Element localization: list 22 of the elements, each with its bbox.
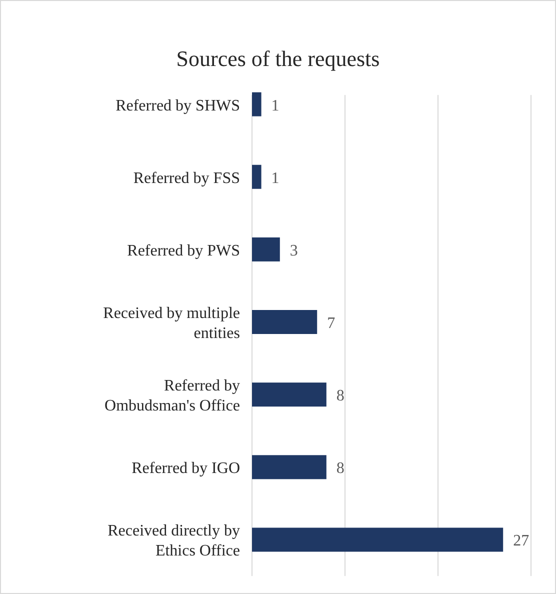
data-label: 1 (271, 97, 280, 114)
data-label: 8 (336, 460, 344, 478)
bar (252, 310, 318, 334)
bar (252, 455, 326, 480)
data-label: 1 (271, 170, 280, 187)
data-label: 8 (336, 388, 344, 405)
bar (252, 528, 504, 552)
y-tick-label: Received by multiple entities (103, 305, 240, 342)
bar (252, 382, 326, 407)
bar (252, 164, 262, 189)
y-tick-label: Received directly by Ethics Office (108, 522, 240, 560)
chart-title: Sources of the requests (176, 46, 380, 71)
data-label: 3 (290, 242, 298, 260)
data-label: 27 (513, 532, 530, 550)
y-tick-label: Referred by Ombudsman's Office (104, 378, 240, 415)
y-tick-label: Referred by PWS (127, 242, 240, 260)
y-tick-label: Referred by FSS (133, 170, 240, 187)
bar (252, 92, 262, 116)
bar (252, 237, 280, 262)
data-label: 7 (327, 315, 336, 332)
y-tick-label: Referred by SHWS (116, 97, 240, 114)
y-tick-label: Referred by IGO (132, 460, 240, 478)
